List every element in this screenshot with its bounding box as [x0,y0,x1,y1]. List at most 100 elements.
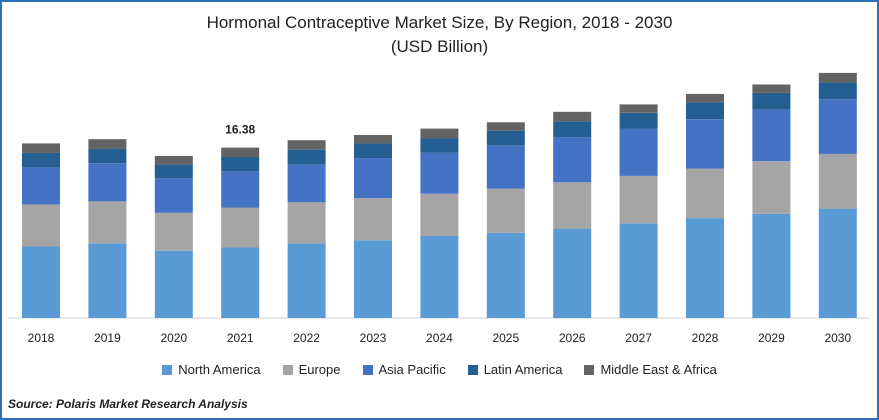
x-tick-label: 2026 [559,331,586,345]
bar-2021-middle-east-africa [221,147,260,158]
bar-2028-latin-america [686,102,724,120]
x-tick-label: 2020 [160,331,187,345]
bar-2019-asia-pacific [88,163,127,202]
legend-item-latin-america: Latin America [467,362,563,377]
bar-2029-middle-east-africa [752,84,791,93]
bar-2023-asia-pacific [354,158,392,199]
bar-2021-europe [221,207,260,248]
bar-2022-latin-america [287,149,326,165]
bar-2026-europe [553,182,592,229]
bar-2018-north-america [22,246,60,318]
legend-item-europe: Europe [282,362,341,377]
bar-2020-middle-east-africa [154,156,193,165]
bar-2024-north-america [420,235,459,318]
x-tick-label: 2019 [94,331,121,345]
bar-2022-europe [287,202,326,244]
bar-2021-asia-pacific [221,171,260,208]
x-tick-labels: 2018 2019 2020 2021 2022 2023 2024 2025 2026 2027… [28,331,852,345]
bar-2030-asia-pacific [818,99,857,154]
bar-2027-middle-east-africa [619,104,658,113]
bar-2029-asia-pacific [752,109,791,162]
x-tick-label: 2027 [625,331,652,345]
bar-2018-latin-america [22,152,60,168]
bar-2025-asia-pacific [486,145,525,189]
bar-2019-latin-america [88,148,127,164]
bar-2027-asia-pacific [619,128,658,176]
bar-2018-asia-pacific [22,167,60,205]
bar-2028-europe [686,168,724,218]
bar-2024-asia-pacific [420,152,459,194]
legend-label: Latin America [483,362,563,377]
bar-2029-latin-america [752,92,791,110]
annotations-group: 16.38 [225,123,255,137]
bar-2020-latin-america [154,164,193,179]
bar-2028-asia-pacific [686,119,724,169]
bar-2028-north-america [686,218,724,318]
legend-label: Middle East & Africa [600,362,717,377]
legend-swatch [467,364,478,375]
bar-2022-north-america [287,243,326,318]
bar-2025-middle-east-africa [486,122,525,131]
bar-2022-middle-east-africa [287,140,326,150]
bar-2026-latin-america [553,121,592,138]
legend-label: Europe [298,362,341,377]
data-label-2021: 16.38 [225,123,255,137]
bar-2020-north-america [154,250,193,318]
source-note: Source: Polaris Market Research Analysis [8,397,248,411]
bar-2023-europe [354,198,392,241]
bar-2025-europe [486,188,525,233]
legend-swatch [362,364,373,375]
legend-item-asia-pacific: Asia Pacific [362,362,446,377]
bar-2030-middle-east-africa [818,72,857,83]
bar-2022-asia-pacific [287,164,326,203]
bar-2019-north-america [88,243,127,318]
bar-2024-europe [420,193,459,236]
bar-2027-latin-america [619,112,658,129]
x-tick-label: 2028 [692,331,719,345]
bar-2020-asia-pacific [154,178,193,213]
bar-2027-europe [619,176,658,224]
bar-2018-europe [22,204,60,247]
legend-item-middle-east-africa: Middle East & Africa [584,362,717,377]
legend-swatch [162,364,173,375]
bar-2024-middle-east-africa [420,128,459,139]
x-tick-label: 2030 [824,331,851,345]
legend: North America Europe Asia Pacific Latin Ame… [0,362,879,377]
bar-2023-north-america [354,240,392,318]
x-tick-label: 2022 [293,331,320,345]
x-tick-label: 2024 [426,331,453,345]
bar-2028-middle-east-africa [686,93,724,103]
bar-2026-middle-east-africa [553,111,592,122]
bar-2023-latin-america [354,143,392,159]
legend-label: North America [178,362,261,377]
bar-2025-north-america [486,232,525,318]
bar-2030-europe [818,153,857,209]
bar-2021-north-america [221,247,260,318]
bar-2027-north-america [619,223,658,318]
x-tick-label: 2029 [758,331,785,345]
chart-title: Hormonal Contraceptive Market Size, By R… [206,13,673,32]
bar-2030-north-america [818,208,857,318]
bar-2025-latin-america [486,130,525,146]
bar-2020-europe [154,212,193,251]
x-tick-label: 2021 [227,331,254,345]
legend-swatch [584,364,595,375]
legend-label: Asia Pacific [378,362,446,377]
x-tick-label: 2023 [360,331,387,345]
legend-swatch [282,364,293,375]
bars-group [22,72,857,318]
bar-2023-middle-east-africa [354,135,392,144]
bar-2026-north-america [553,228,592,318]
bar-2019-middle-east-africa [88,139,127,149]
bar-2029-north-america [752,213,791,318]
bar-2021-latin-america [221,157,260,172]
bar-2019-europe [88,201,127,244]
bar-2018-middle-east-africa [22,143,60,153]
x-tick-label: 2018 [28,331,55,345]
bar-2030-latin-america [818,82,857,100]
legend-item-north-america: North America [162,362,261,377]
x-tick-label: 2025 [492,331,519,345]
bar-2026-asia-pacific [553,137,592,183]
bar-2024-latin-america [420,138,459,153]
